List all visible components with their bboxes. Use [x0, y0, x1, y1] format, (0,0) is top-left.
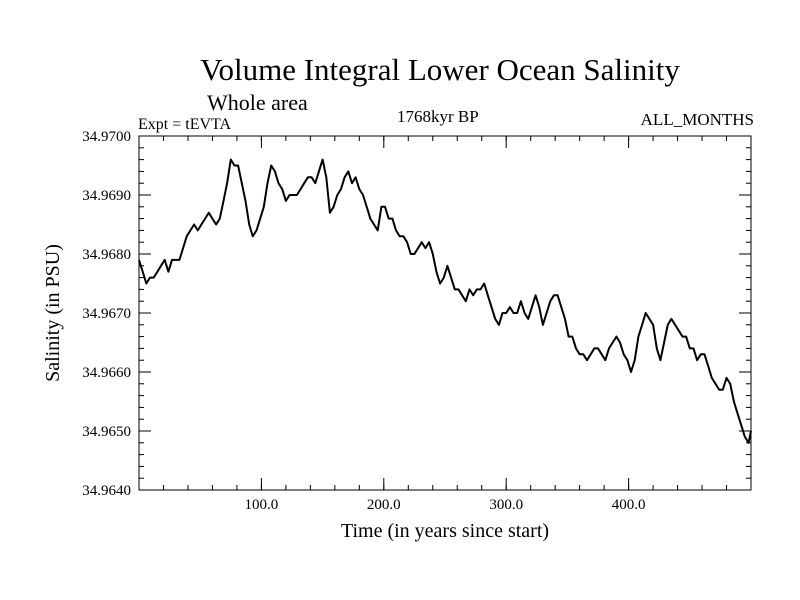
months-label: ALL_MONTHS: [640, 110, 754, 129]
chart-subtitle: Whole area: [207, 90, 308, 115]
chart-title: Volume Integral Lower Ocean Salinity: [200, 52, 680, 87]
y-tick-label: 34.9650: [82, 424, 131, 440]
tick-labels: 100.0 200.0 300.0 400.0 34.9640 34.9650 34.966…: [82, 129, 645, 513]
y-tick-label: 34.9660: [82, 365, 131, 381]
y-tick-label: 34.9680: [82, 247, 131, 263]
salinity-series-line: [138, 158, 752, 444]
y-tick-label: 34.9670: [82, 306, 131, 322]
x-tick-label: 300.0: [489, 497, 523, 513]
axis-ticks: [139, 135, 751, 491]
x-axis-label: Time (in years since start): [341, 520, 549, 542]
y-tick-label: 34.9640: [82, 483, 131, 499]
experiment-label: Expt = tEVTA: [138, 116, 232, 133]
x-tick-label: 400.0: [612, 497, 646, 513]
period-label: 1768kyr BP: [397, 107, 479, 126]
y-tick-label: 34.9690: [82, 188, 131, 204]
y-axis-label: Salinity (in PSU): [42, 244, 64, 382]
plot-frame: [138, 135, 752, 491]
x-tick-label: 100.0: [245, 497, 279, 513]
x-tick-label: 200.0: [367, 497, 401, 513]
y-tick-label: 34.9700: [82, 129, 131, 145]
